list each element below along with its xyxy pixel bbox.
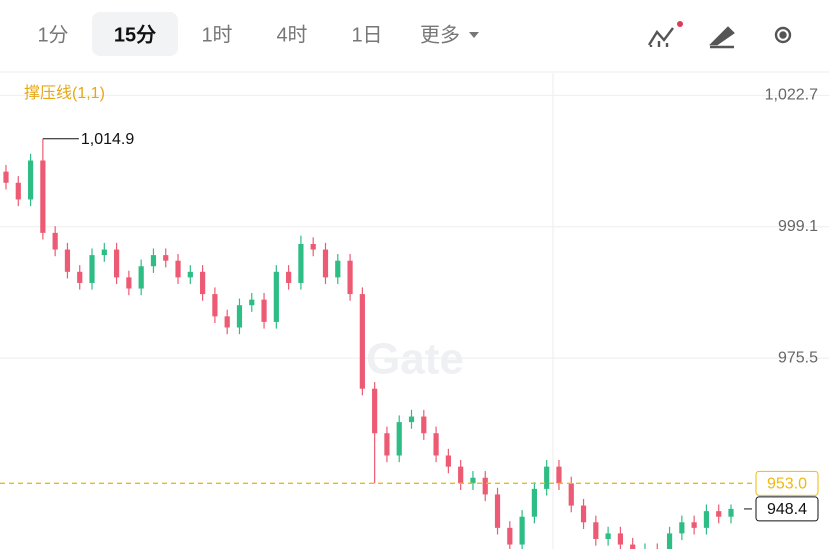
tab[interactable]: 1日	[351, 24, 382, 46]
candle-body	[224, 316, 230, 328]
support-tag	[755, 470, 819, 496]
candle-body	[470, 477, 476, 484]
candle-body	[372, 388, 378, 434]
candle-body	[187, 271, 193, 278]
candle-body	[310, 243, 316, 250]
candle-body	[408, 416, 415, 423]
candle-body	[359, 294, 365, 389]
candle-body	[236, 305, 243, 328]
candle-body	[150, 255, 157, 267]
candle-body	[691, 522, 697, 528]
tab[interactable]: 1时	[201, 23, 232, 46]
candle-body	[716, 511, 722, 517]
candle-body	[556, 466, 562, 484]
candle-body	[433, 433, 439, 456]
candle-body	[40, 160, 46, 233]
candles	[3, 138, 734, 549]
tab[interactable]: 更多	[420, 23, 460, 46]
candle-body	[593, 522, 599, 539]
tab[interactable]: 1分	[37, 23, 68, 46]
last-price-tag	[755, 496, 819, 522]
y-tick-label: 999.1	[778, 218, 818, 235]
support-label: 953.0	[767, 476, 807, 493]
candle-body	[261, 299, 267, 322]
candle-body	[298, 243, 304, 283]
tab-highlight	[92, 12, 178, 56]
indicator-label: 撑压线(1,1)	[24, 84, 105, 102]
candle-body	[605, 533, 611, 539]
candle-body	[3, 171, 9, 183]
candle-body	[286, 271, 292, 283]
candle-body	[200, 271, 206, 295]
candle-body	[335, 260, 341, 278]
candle-body	[89, 255, 95, 283]
candle-body	[396, 422, 402, 456]
candle-body	[482, 477, 488, 495]
candle-body	[52, 232, 58, 250]
candle-body	[27, 160, 34, 200]
candle-body	[568, 483, 574, 506]
y-tick-label: 975.5	[778, 349, 818, 366]
candle-body	[507, 527, 513, 545]
candle-body	[519, 516, 525, 545]
candle-body	[544, 466, 550, 489]
dropdown-arrow[interactable]	[469, 32, 479, 38]
candle-body	[249, 299, 255, 306]
candle-body	[101, 249, 107, 256]
candle-body	[580, 505, 587, 523]
candle-body	[64, 249, 71, 272]
candle-body	[666, 533, 673, 549]
candle-body	[273, 271, 279, 322]
candle-body	[445, 455, 451, 467]
tab[interactable]: 15分	[114, 23, 156, 46]
candle-body	[384, 433, 390, 456]
candle-body	[138, 266, 144, 289]
candle-body	[458, 466, 464, 484]
candle-body	[77, 271, 83, 283]
candle-body	[113, 249, 120, 278]
candle-body	[163, 255, 169, 261]
candle-body	[212, 294, 218, 317]
candle-body	[322, 249, 329, 278]
candle-body	[617, 533, 624, 545]
toolbar-icons[interactable]	[647, 21, 792, 49]
candle-body	[728, 508, 734, 517]
candle-body	[679, 522, 685, 534]
candle-body	[175, 260, 181, 278]
candle-body	[630, 544, 636, 549]
tab[interactable]: 4时	[276, 23, 307, 46]
high-marker-label: 1,014.9	[81, 131, 134, 148]
candle-body	[126, 277, 132, 289]
candle-body	[703, 511, 710, 528]
y-tick-label: 1,022.7	[765, 87, 818, 104]
candle-body	[421, 416, 427, 434]
last-price-label: 948.4	[767, 501, 807, 518]
candle-body	[494, 494, 501, 528]
watermark: Gate	[366, 335, 464, 384]
candle-body	[347, 260, 353, 295]
candle-body	[531, 488, 537, 517]
candle-body	[15, 182, 21, 200]
